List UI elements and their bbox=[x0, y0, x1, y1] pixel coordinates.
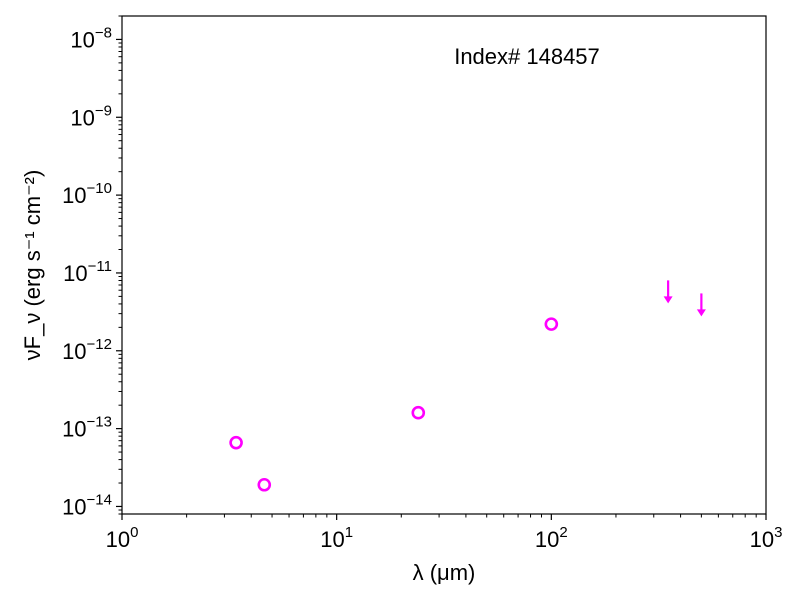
plot-layer bbox=[229, 280, 706, 492]
x-tick-label: 101 bbox=[320, 524, 353, 552]
x-tick-label: 102 bbox=[535, 524, 568, 552]
data-point bbox=[411, 405, 426, 420]
data-point bbox=[229, 435, 243, 450]
plot-frame bbox=[121, 15, 767, 515]
data-point bbox=[544, 317, 559, 331]
x-axis-label: λ (μm) bbox=[413, 560, 476, 585]
x-axis-ticks: 100 101 102 103 bbox=[106, 514, 783, 552]
y-axis-label: νF_ν (erg s⁻¹ cm⁻²) bbox=[20, 170, 45, 361]
y-tick-label: 10−11 bbox=[63, 258, 112, 286]
y-tick-label: 10−9 bbox=[70, 102, 112, 130]
y-tick-label: 10−13 bbox=[62, 414, 112, 442]
data-point bbox=[257, 477, 272, 492]
chart-annotation: Index# 148457 bbox=[454, 44, 600, 69]
upper-limit-marker bbox=[696, 293, 706, 317]
y-tick-label: 10−8 bbox=[70, 24, 112, 52]
x-tick-label: 100 bbox=[106, 524, 139, 552]
y-tick-label: 10−12 bbox=[62, 336, 112, 364]
y-tick-label: 10−14 bbox=[62, 491, 112, 519]
upper-limit-marker bbox=[663, 280, 673, 304]
y-axis-ticks: 10−14 10−13 10−12 10−11 10−10 10−9 10−8 bbox=[62, 15, 122, 519]
x-tick-label: 103 bbox=[750, 524, 783, 552]
y-tick-label: 10−10 bbox=[62, 180, 112, 208]
